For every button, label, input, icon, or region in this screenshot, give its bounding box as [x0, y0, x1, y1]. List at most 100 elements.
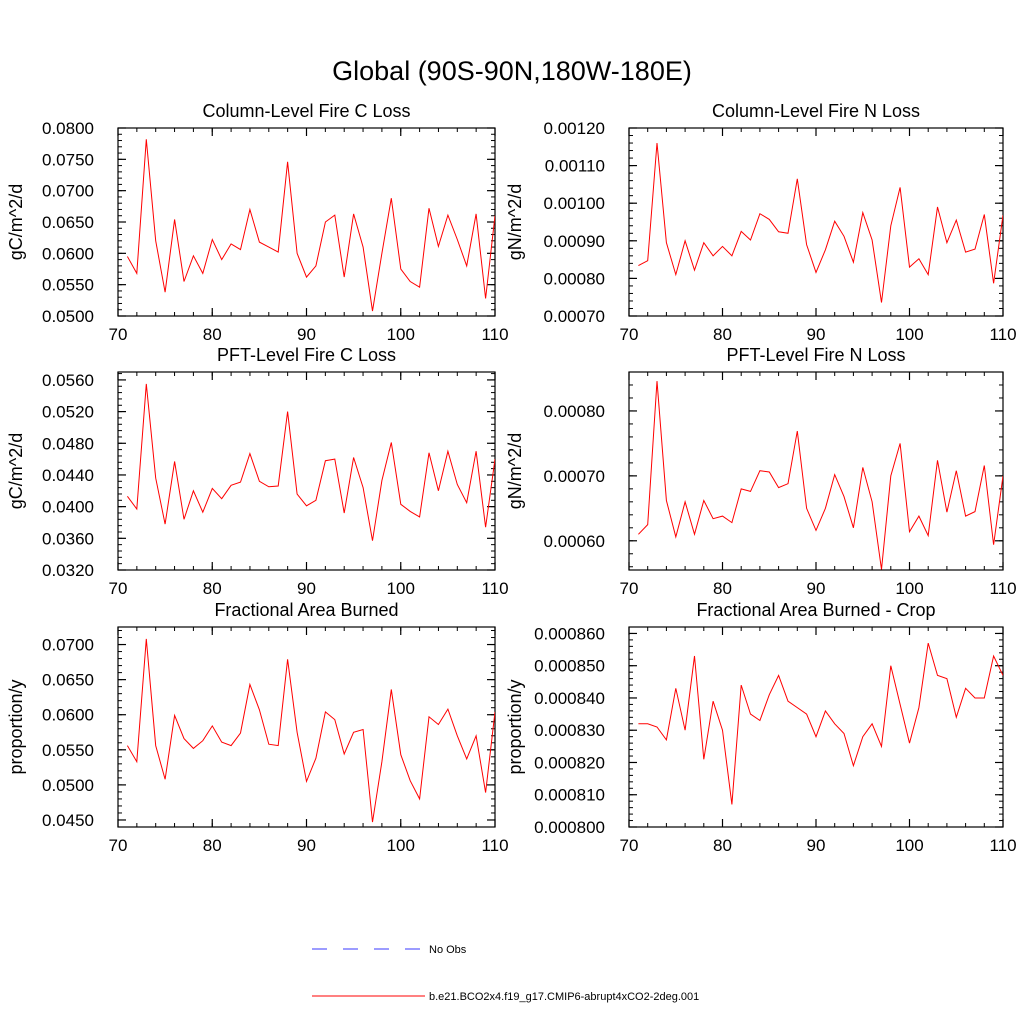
y-tick-label: 0.0360 — [42, 529, 94, 548]
y-tick-label: 0.000860 — [534, 624, 605, 643]
y-tick-label: 0.0550 — [42, 276, 94, 295]
y-axis-label: gC/m^2/d — [6, 433, 26, 509]
x-tick-label: 70 — [620, 325, 639, 344]
y-tick-label: 0.000830 — [534, 721, 605, 740]
x-tick-label: 100 — [387, 325, 415, 344]
y-tick-label: 0.00120 — [544, 119, 605, 138]
y-tick-label: 0.0520 — [42, 403, 94, 422]
y-tick-label: 0.00090 — [544, 232, 605, 251]
chart-panel: 70 80 90 100 110 0.000800 0.000810 0.000820 0.00… — [505, 600, 1017, 855]
legend-label-model: b.e21.BCO2x4.f19_g17.CMIP6-abrupt4xCO2-2… — [429, 991, 699, 1003]
panel-title: PFT-Level Fire N Loss — [726, 345, 905, 365]
y-axis-label: gN/m^2/d — [505, 184, 525, 260]
y-tick-label: 0.00060 — [544, 532, 605, 551]
series-line — [126, 383, 495, 541]
x-tick-label: 80 — [713, 325, 732, 344]
series-line — [638, 642, 1003, 805]
panels: 70 80 90 100 110 0.0500 0.0550 0.0600 0.0650 0.07… — [6, 101, 1017, 855]
x-tick-label: 90 — [297, 836, 316, 855]
x-tick-label: 80 — [713, 579, 732, 598]
y-tick-label: 0.0600 — [42, 706, 94, 725]
x-tick-label: 80 — [713, 836, 732, 855]
x-tick-label: 110 — [989, 836, 1016, 855]
y-tick-label: 0.0700 — [42, 182, 94, 201]
y-tick-label: 0.0750 — [42, 150, 94, 169]
panel-title: PFT-Level Fire C Loss — [217, 345, 396, 365]
legend-label-no-obs: No Obs — [429, 944, 467, 956]
series-line — [126, 139, 495, 312]
x-tick-label: 90 — [807, 325, 826, 344]
y-tick-label: 0.0550 — [42, 741, 94, 760]
plot-frame — [628, 127, 1004, 317]
y-tick-label: 0.00100 — [544, 194, 605, 213]
x-tick-label: 100 — [895, 325, 923, 344]
x-tick-label: 90 — [297, 579, 316, 598]
y-tick-label: 0.000820 — [534, 753, 605, 772]
chart-panel: 70 80 90 100 110 0.00060 0.00070 0.00080 gN/m^2/… — [505, 345, 1017, 598]
y-tick-label: 0.0400 — [42, 498, 94, 517]
y-tick-label: 0.0500 — [42, 776, 94, 795]
x-tick-label: 100 — [895, 836, 923, 855]
y-tick-label: 0.0650 — [42, 213, 94, 232]
y-tick-label: 0.000810 — [534, 786, 605, 805]
x-tick-label: 80 — [203, 836, 222, 855]
x-tick-label: 70 — [109, 325, 128, 344]
panel-title: Fractional Area Burned — [214, 600, 398, 620]
series-line — [638, 142, 1003, 303]
y-tick-label: 0.00070 — [544, 307, 605, 326]
y-tick-label: 0.0700 — [42, 636, 94, 655]
x-tick-label: 70 — [620, 836, 639, 855]
x-tick-label: 110 — [481, 579, 508, 598]
y-tick-label: 0.000850 — [534, 657, 605, 676]
x-tick-label: 70 — [109, 836, 128, 855]
y-tick-label: 0.00070 — [544, 467, 605, 486]
chart-panel: 70 80 90 100 110 0.00070 0.00080 0.00090 0.00100… — [505, 101, 1017, 344]
x-tick-label: 100 — [387, 836, 415, 855]
chart-panel: 70 80 90 100 110 0.0320 0.0360 0.0400 0.0440 0.04… — [6, 345, 509, 598]
chart-panel: 70 80 90 100 110 0.0500 0.0550 0.0600 0.0650 0.07… — [6, 101, 509, 344]
y-axis-label: gN/m^2/d — [505, 433, 525, 509]
plot-frame — [117, 626, 496, 828]
x-tick-label: 90 — [807, 579, 826, 598]
y-tick-label: 0.0440 — [42, 466, 94, 485]
x-tick-label: 110 — [481, 836, 508, 855]
x-tick-label: 80 — [203, 325, 222, 344]
x-tick-label: 90 — [807, 836, 826, 855]
y-tick-label: 0.0650 — [42, 671, 94, 690]
series-line — [638, 381, 1003, 570]
y-tick-label: 0.000800 — [534, 818, 605, 837]
panel-title: Column-Level Fire C Loss — [202, 101, 410, 121]
y-tick-label: 0.0800 — [42, 119, 94, 138]
y-axis-label: proportion/y — [505, 679, 525, 774]
x-tick-label: 100 — [895, 579, 923, 598]
page-title: Global (90S-90N,180W-180E) — [332, 56, 692, 86]
y-tick-label: 0.0560 — [42, 371, 94, 390]
x-tick-label: 70 — [109, 579, 128, 598]
y-tick-label: 0.0450 — [42, 811, 94, 830]
x-tick-label: 110 — [989, 325, 1016, 344]
y-tick-label: 0.00110 — [545, 157, 605, 176]
panel-title: Column-Level Fire N Loss — [712, 101, 920, 121]
y-tick-label: 0.00080 — [544, 269, 605, 288]
x-tick-label: 80 — [203, 579, 222, 598]
y-tick-label: 0.00080 — [544, 402, 605, 421]
x-tick-label: 100 — [387, 579, 415, 598]
plot-frame — [117, 371, 496, 571]
y-tick-label: 0.0320 — [42, 561, 94, 580]
x-tick-label: 110 — [481, 325, 508, 344]
x-tick-label: 90 — [297, 325, 316, 344]
plot-frame — [628, 371, 1004, 571]
y-tick-label: 0.0600 — [42, 244, 94, 263]
chart-panel: 70 80 90 100 110 0.0450 0.0500 0.0550 0.0600 0.06… — [6, 600, 509, 855]
y-axis-label: proportion/y — [6, 679, 26, 774]
x-tick-label: 70 — [620, 579, 639, 598]
series-line — [126, 638, 495, 823]
y-tick-label: 0.000840 — [534, 689, 605, 708]
x-tick-label: 110 — [989, 579, 1016, 598]
panel-title: Fractional Area Burned - Crop — [696, 600, 935, 620]
y-tick-label: 0.0480 — [42, 434, 94, 453]
y-axis-label: gC/m^2/d — [6, 184, 26, 260]
legend: No Obs b.e21.BCO2x4.f19_g17.CMIP6-abrupt… — [312, 944, 699, 1003]
y-tick-label: 0.0500 — [42, 307, 94, 326]
